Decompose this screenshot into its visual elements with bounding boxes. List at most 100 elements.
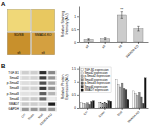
y-tick-label: 1 — [74, 15, 76, 19]
bar — [144, 78, 146, 108]
y-tick-label: 0.5 — [72, 28, 77, 32]
legend: TGF-B1 expressionSmad2 expressionp-Smad2… — [80, 67, 111, 93]
legend-swatch — [81, 82, 83, 84]
y-tick-mark — [77, 69, 79, 70]
y-tick-label: 0 — [74, 41, 76, 45]
image-label: sfi — [42, 51, 45, 55]
blot-band — [22, 108, 29, 111]
bar — [115, 79, 117, 108]
axis: sfi sfi fifiSMAD4-KO — [80, 42, 149, 59]
legend-swatch — [81, 79, 83, 81]
x-tick: Mod — [116, 108, 123, 117]
x-tick-label: sfi — [85, 44, 90, 49]
y-tick-label: 0.5 — [72, 93, 77, 97]
annotation: ** — [120, 7, 124, 12]
row-label: TGF-B1 — [8, 71, 19, 75]
blot-strip — [20, 81, 57, 85]
bar — [102, 103, 104, 108]
blot-band — [39, 92, 46, 95]
bar — [104, 102, 106, 108]
blot-band — [22, 76, 29, 79]
blot-strip — [20, 92, 57, 96]
blot-band — [22, 87, 29, 90]
blot-band — [39, 103, 46, 106]
y-tick-mark — [77, 82, 79, 83]
blot-band — [22, 71, 29, 74]
axis-line — [79, 7, 80, 43]
x-tick-label: fifi — [118, 44, 123, 49]
legend-box — [80, 67, 111, 93]
x-tick-label: SMAD4-KO — [127, 110, 141, 124]
image-label: SD/SB — [14, 33, 24, 37]
blot-band — [48, 76, 55, 79]
blot-band — [48, 87, 55, 90]
blot-band — [39, 97, 46, 100]
y-tick-mark — [77, 42, 79, 43]
bar — [108, 101, 110, 108]
image-tile — [7, 9, 30, 31]
blot-band — [39, 108, 46, 111]
bar — [87, 103, 89, 108]
bar — [84, 39, 93, 42]
bar — [91, 101, 93, 108]
marks — [84, 12, 143, 42]
bar — [83, 103, 85, 108]
axis: 00.511.5 — [72, 67, 80, 111]
bar — [135, 94, 137, 108]
legend-swatch — [81, 72, 83, 74]
blot-band — [39, 71, 46, 74]
blot-band — [39, 76, 46, 79]
y-tick: 0 — [74, 106, 79, 110]
legend-swatch — [81, 69, 83, 71]
y-tick-mark — [77, 108, 79, 109]
y-tick: 1 — [74, 15, 79, 19]
legend-swatch — [81, 89, 83, 91]
x-tick-mark — [139, 108, 140, 110]
error-bar — [87, 39, 89, 41]
bar — [110, 101, 112, 108]
blot-band — [22, 82, 29, 85]
blot-strip — [20, 71, 57, 75]
column-label: Ctrl — [20, 112, 26, 118]
x-tick-mark — [87, 108, 88, 110]
image-tile — [32, 33, 55, 55]
x-tick-label: SMAD4-KO — [125, 44, 140, 59]
bar — [100, 103, 102, 108]
x-tick: sfi — [101, 42, 106, 49]
error-bar — [121, 12, 123, 19]
legend-label: SMAD7 expression — [84, 88, 108, 92]
y-tick: 0.5 — [72, 28, 79, 32]
y-tick-mark — [77, 95, 79, 96]
error-bar — [104, 38, 106, 40]
y-tick-label: 0 — [74, 106, 76, 110]
row-label: SMAD7 — [9, 102, 20, 106]
figure: AsfisfiSD/SBSMAD4-KO00.51sfisfififiSMAD4… — [0, 0, 150, 126]
x-tick-mark — [105, 42, 106, 44]
blot-band — [48, 71, 55, 74]
bar-panel: 0 0.5 1 sfi sfi fifiSMAD4-KO Relative Staining… — [61, 7, 149, 59]
bar — [89, 104, 91, 108]
image-panel: AsfisfiSD/SBSMAD4-KO — [1, 1, 55, 55]
bar — [142, 103, 144, 108]
x-tick: fifi — [118, 42, 123, 49]
blot-band — [31, 71, 38, 74]
bar — [121, 83, 123, 108]
blot-band — [31, 97, 38, 100]
blot-strip — [20, 102, 57, 106]
row-label: Smad3 — [9, 86, 19, 90]
y-tick: 0.5 — [72, 93, 79, 97]
panel-label: B — [1, 63, 6, 69]
bar — [137, 95, 139, 108]
blot-band — [31, 76, 38, 79]
y-tick-label: 1.5 — [72, 67, 77, 71]
bar — [117, 84, 119, 108]
column-label: SMAD4-KO — [39, 112, 53, 126]
image-label: sfi — [17, 51, 20, 55]
blot-band — [39, 82, 46, 85]
bar — [117, 15, 126, 42]
bar — [123, 88, 125, 108]
blot-strip — [20, 76, 57, 80]
bar-panel: 00.511.5CtrlShamModSMAD4-KORelative Prot… — [61, 67, 149, 124]
x-tick-mark — [104, 108, 105, 110]
y-axis-label: Relative StainingIntensity (AU) — [61, 11, 69, 37]
